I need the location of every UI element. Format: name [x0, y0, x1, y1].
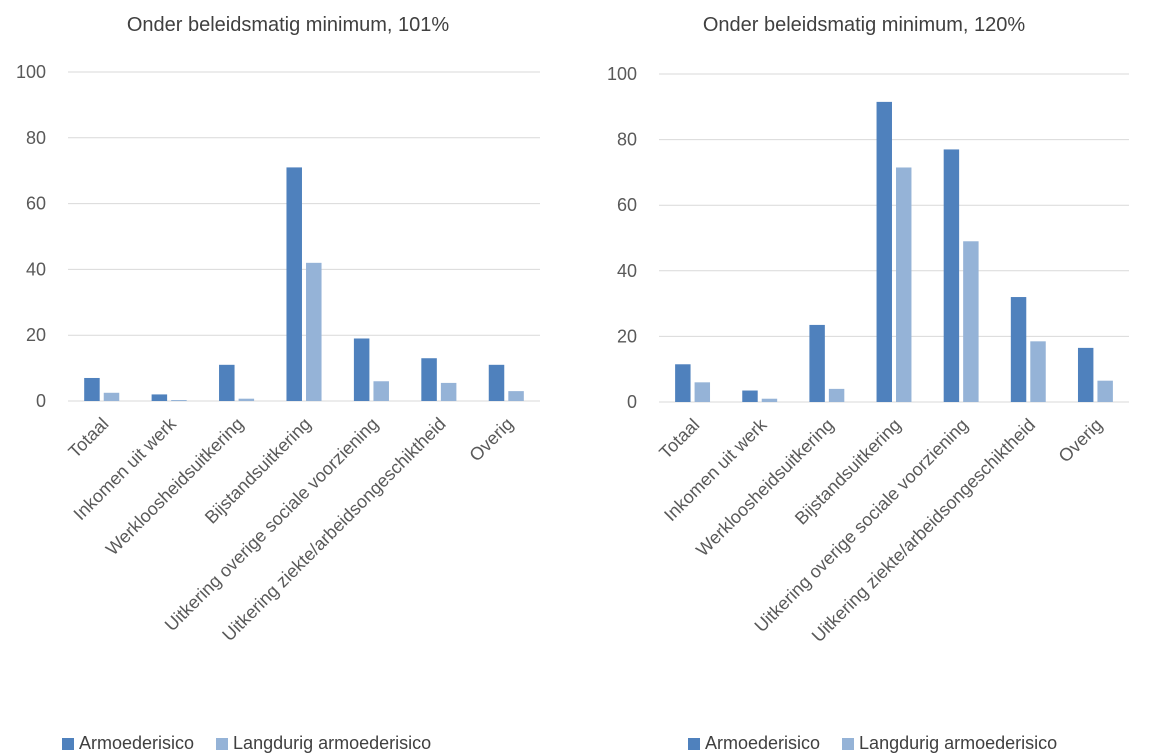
legend-item-armoederisico: Armoederisico	[62, 733, 194, 754]
bar-armoederisico	[809, 324, 825, 402]
chart-title: Onder beleidsmatig minimum, 101%	[126, 14, 450, 36]
x-tick-label: Overig	[465, 414, 517, 466]
bar-langdurig-armoederisico	[896, 167, 912, 402]
y-tick-label: 100	[607, 64, 637, 84]
bar-langdurig-armoederisico	[440, 382, 457, 401]
y-tick-label: 60	[26, 194, 46, 214]
y-tick-label: 40	[617, 261, 637, 281]
chart-legend: Armoederisico Langdurig armoederisico	[688, 733, 1079, 754]
bar-langdurig-armoederisico	[508, 391, 524, 401]
bar-armoederisico	[876, 101, 892, 402]
bar-armoederisico	[421, 358, 437, 401]
bar-langdurig-armoederisico	[963, 241, 979, 402]
y-tick-label: 100	[16, 62, 46, 82]
x-tick-label: Overig	[1055, 415, 1107, 467]
y-tick-label: 20	[617, 326, 637, 346]
chart-panel-120: Onder beleidsmatig minimum, 120% 0 20 40 60…	[576, 0, 1152, 755]
x-tick-label: Totaal	[655, 415, 703, 463]
bar-armoederisico	[1010, 297, 1027, 402]
bar-armoederisico	[219, 364, 235, 401]
legend-item-armoederisico: Armoederisico	[688, 733, 820, 754]
legend-swatch-secondary	[842, 737, 855, 750]
bar-langdurig-armoederisico	[171, 400, 187, 401]
legend-swatch-primary	[688, 737, 700, 750]
bar-langdurig-armoederisico	[1030, 341, 1046, 402]
bar-langdurig-armoederisico	[1097, 380, 1113, 402]
y-tick-label: 60	[617, 195, 637, 215]
bar-armoederisico	[151, 394, 168, 401]
bar-armoederisico	[742, 390, 758, 402]
bar-armoederisico	[1077, 347, 1094, 402]
x-tick-label: Werkloosheidsuitkering	[692, 415, 837, 560]
bar-langdurig-armoederisico	[694, 382, 711, 402]
bar-armoederisico	[943, 149, 960, 402]
y-tick-label: 80	[26, 128, 46, 148]
legend-label-primary: Armoederisico	[705, 733, 821, 753]
legend-label-primary: Armoederisico	[79, 733, 195, 753]
bar-armoederisico	[286, 167, 302, 401]
legend-item-langdurig: Langdurig armoederisico	[842, 733, 1057, 754]
y-tick-label: 0	[627, 392, 637, 412]
y-tick-label: 20	[26, 325, 46, 345]
x-tick-label: Werkloosheidsuitkering	[102, 414, 247, 559]
bar-langdurig-armoederisico	[373, 381, 389, 401]
y-tick-label: 0	[36, 391, 46, 411]
bar-langdurig-armoederisico	[828, 388, 845, 402]
chart-panel-101: Onder beleidsmatig minimum, 101% 0 20 40 60…	[0, 0, 576, 755]
legend-swatch-secondary	[216, 737, 229, 750]
legend-label-secondary: Langdurig armoederisico	[233, 733, 432, 753]
y-tick-label: 40	[26, 259, 46, 279]
y-tick-label: 80	[617, 130, 637, 150]
bar-armoederisico	[488, 364, 505, 401]
legend-label-secondary: Langdurig armoederisico	[859, 733, 1058, 753]
bar-langdurig-armoederisico	[306, 262, 322, 401]
chart-legend: Armoederisico Langdurig armoederisico	[62, 733, 453, 754]
bar-langdurig-armoederisico	[238, 398, 255, 401]
bar-armoederisico	[675, 364, 691, 402]
x-tick-label: Totaal	[64, 414, 112, 462]
legend-swatch-primary	[62, 737, 74, 750]
chart-title: Onder beleidsmatig minimum, 120%	[702, 14, 1026, 36]
bar-langdurig-armoederisico	[761, 398, 778, 402]
bar-armoederisico	[84, 377, 100, 401]
bar-armoederisico	[353, 338, 370, 401]
bar-langdurig-armoederisico	[103, 392, 120, 401]
legend-item-langdurig: Langdurig armoederisico	[216, 733, 431, 754]
